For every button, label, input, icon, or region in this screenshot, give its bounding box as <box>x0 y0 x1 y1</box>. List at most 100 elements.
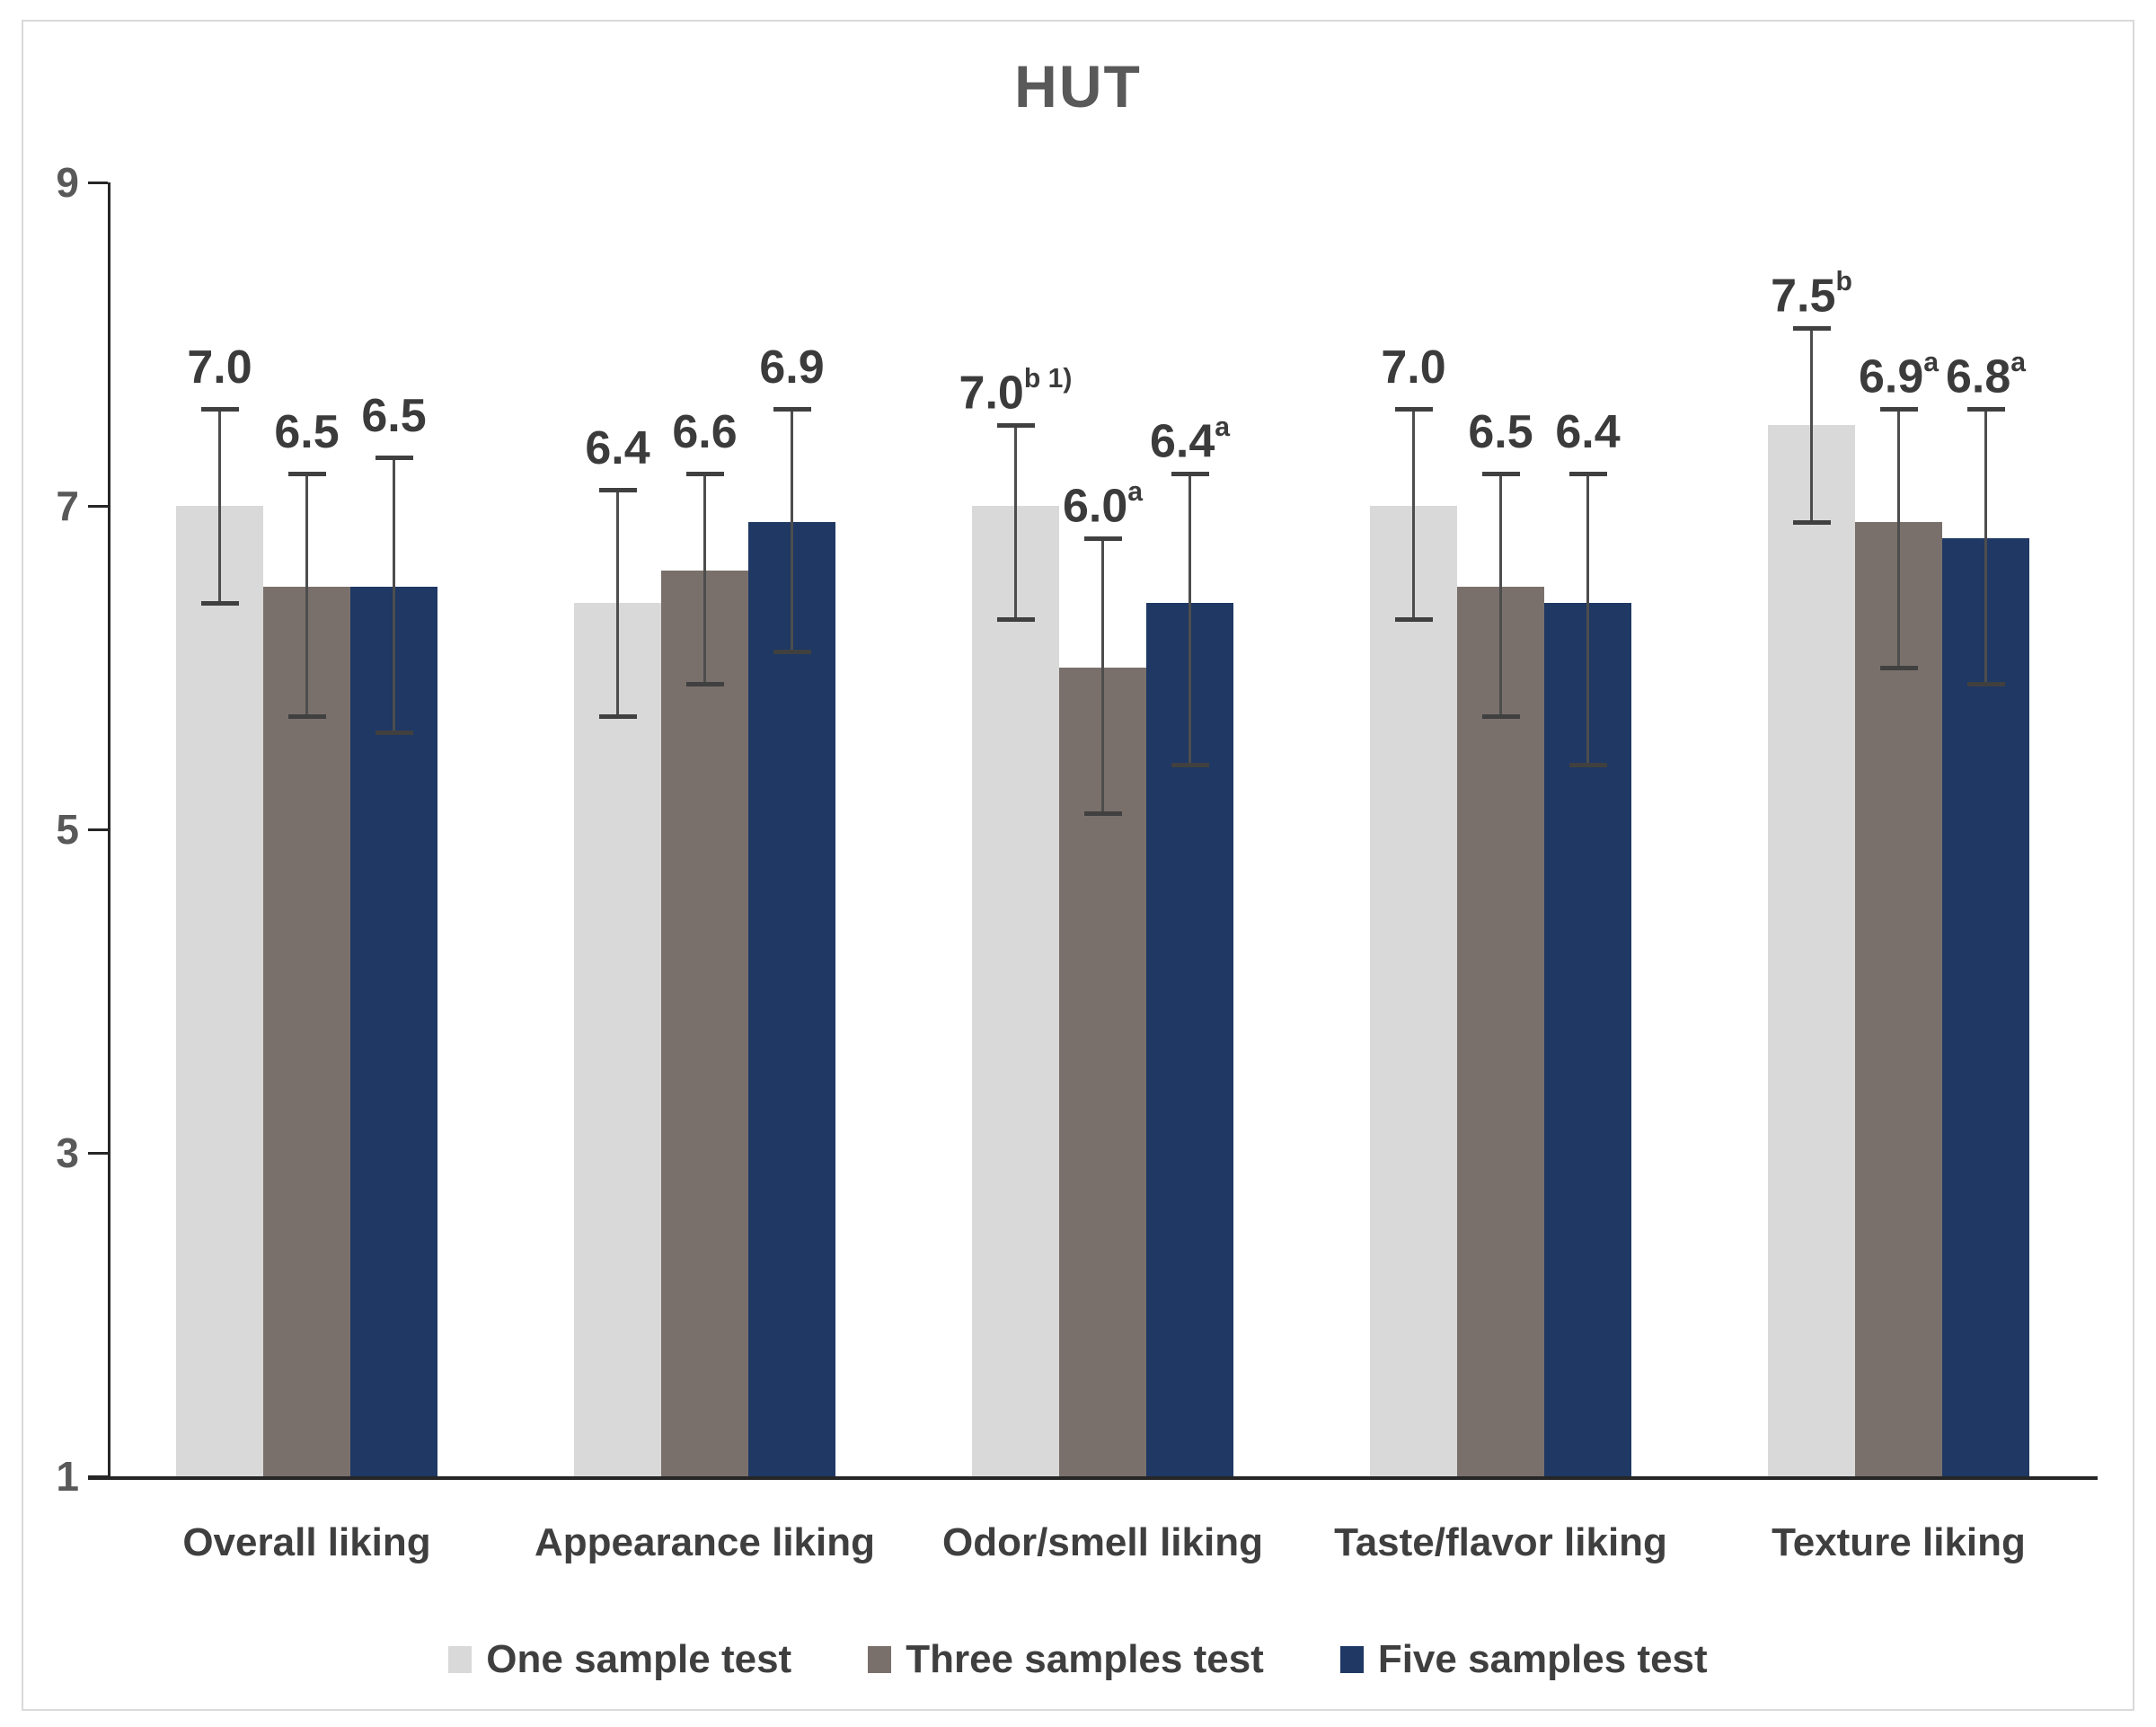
data-label: 7.0b 1) <box>959 364 1073 420</box>
legend-item: Three samples test <box>868 1637 1264 1682</box>
significance-superscript: a <box>1215 412 1231 443</box>
bar <box>1370 506 1457 1476</box>
legend-item: One sample test <box>448 1637 791 1682</box>
category-label: Texture liking <box>1772 1520 2026 1564</box>
bar <box>1855 522 1942 1476</box>
data-label: 6.4 <box>585 422 650 474</box>
error-bar-line <box>1101 538 1104 813</box>
chart-title: HUT <box>1014 53 1142 120</box>
error-bar-cap-bottom <box>1481 713 1520 719</box>
error-bar-line <box>218 409 221 603</box>
error-bar-cap-bottom <box>685 681 724 686</box>
bar <box>1768 425 1855 1476</box>
error-bar-line <box>1586 474 1589 765</box>
error-bar-cap-top <box>287 471 326 476</box>
error-bar-cap-bottom <box>996 616 1035 622</box>
category-label: Odor/smell liking <box>942 1520 1263 1564</box>
error-bar-line <box>1810 328 1813 522</box>
significance-superscript: b 1) <box>1023 364 1073 394</box>
y-tick <box>88 504 108 508</box>
legend-label: One sample test <box>486 1637 792 1681</box>
legend-label: Three samples test <box>906 1637 1264 1681</box>
error-bar-cap-bottom <box>1879 665 1918 670</box>
data-label: 6.9 <box>759 341 825 394</box>
error-bar-cap-top <box>375 455 413 460</box>
error-bar-line <box>393 457 395 732</box>
y-tick-label: 7 <box>56 483 79 529</box>
data-label: 7.0 <box>187 341 252 394</box>
error-bar-line <box>703 474 706 684</box>
data-label: 6.8a <box>1945 348 2027 403</box>
error-bar-cap-bottom <box>1792 519 1831 525</box>
y-tick <box>88 181 108 184</box>
bar <box>972 506 1059 1476</box>
error-bar-cap-bottom <box>1171 762 1209 767</box>
bar <box>176 506 263 1476</box>
error-bar-cap-top <box>598 487 637 492</box>
data-label: 6.6 <box>672 406 738 458</box>
error-bar-cap-bottom <box>1083 810 1122 816</box>
significance-superscript: a <box>1127 477 1144 508</box>
error-bar-cap-top <box>996 422 1035 428</box>
error-bar-cap-bottom <box>1966 681 2005 686</box>
error-bar-line <box>1897 409 1900 668</box>
data-label: 6.4a <box>1149 412 1231 468</box>
legend: One sample test Three samples test Five sa… <box>22 1637 2134 1682</box>
error-bar-line <box>1984 409 1987 684</box>
legend-swatch <box>448 1646 473 1673</box>
data-label: 6.9a <box>1858 348 1940 403</box>
significance-superscript: a <box>2010 348 2027 378</box>
y-axis <box>108 182 110 1476</box>
bar <box>1457 587 1544 1476</box>
y-tick <box>88 1151 108 1155</box>
error-bar-cap-top <box>200 406 239 412</box>
error-bar-cap-top <box>773 406 811 412</box>
data-label: 7.5b <box>1771 267 1852 323</box>
error-bar-line <box>616 490 619 716</box>
error-bar-cap-top <box>1879 406 1918 412</box>
bar <box>748 522 835 1476</box>
significance-superscript: a <box>1923 348 1940 378</box>
error-bar-cap-top <box>1083 536 1122 541</box>
error-bar-cap-top <box>1792 325 1831 331</box>
error-bar-cap-top <box>1171 471 1209 476</box>
error-bar-line <box>1499 474 1502 716</box>
y-tick <box>88 1475 108 1478</box>
error-bar-line <box>1014 425 1017 619</box>
legend-swatch <box>1339 1646 1364 1673</box>
data-label: 6.5 <box>274 406 340 458</box>
error-bar-line <box>1412 409 1415 619</box>
data-label: 6.5 <box>1468 406 1533 458</box>
error-bar-cap-top <box>1481 471 1520 476</box>
legend-label: Five samples test <box>1377 1637 1708 1681</box>
bar <box>263 587 350 1476</box>
error-bar-cap-bottom <box>1394 616 1433 622</box>
error-bar-line <box>305 474 308 716</box>
error-bar-cap-bottom <box>375 730 413 735</box>
bar <box>350 587 437 1476</box>
error-bar-cap-top <box>1394 406 1433 412</box>
y-tick-label: 9 <box>56 159 79 206</box>
bar <box>661 571 748 1476</box>
error-bar-cap-bottom <box>773 649 811 654</box>
category-label: Appearance liking <box>534 1520 875 1564</box>
error-bar-cap-bottom <box>598 713 637 719</box>
y-tick-label: 5 <box>56 806 79 853</box>
legend-swatch <box>868 1646 892 1673</box>
data-label: 6.0a <box>1062 477 1144 533</box>
category-label: Taste/flavor liking <box>1334 1520 1667 1564</box>
category-label: Overall liking <box>182 1520 431 1564</box>
error-bar-cap-bottom <box>200 600 239 606</box>
error-bar-line <box>1188 474 1191 765</box>
chart-frame-border <box>22 20 2134 1711</box>
error-bar-line <box>791 409 793 651</box>
error-bar-cap-bottom <box>287 713 326 719</box>
y-tick-label: 1 <box>56 1453 79 1500</box>
x-axis <box>88 1476 2098 1480</box>
error-bar-cap-top <box>1966 406 2005 412</box>
y-tick-label: 3 <box>56 1129 79 1176</box>
significance-superscript: b <box>1835 267 1852 297</box>
legend-item: Five samples test <box>1339 1637 1708 1682</box>
bar <box>574 603 661 1476</box>
